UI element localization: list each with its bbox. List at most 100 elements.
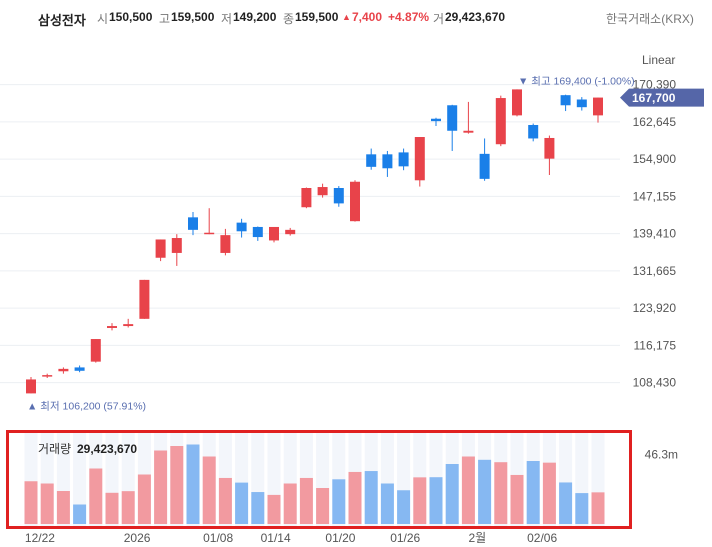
high-label: 고 — [159, 12, 171, 26]
candle — [528, 123, 539, 142]
y-tick-label: 123,920 — [633, 301, 677, 315]
volume-bar — [380, 483, 394, 524]
low-annotation: ▲ 최저 106,200 (57.91%) — [27, 400, 146, 412]
volume-axis-label: 46.3m — [645, 448, 678, 462]
volume-bar — [202, 456, 216, 524]
candle-body — [42, 375, 53, 377]
candle — [463, 101, 474, 134]
candle — [107, 323, 117, 331]
candle — [512, 89, 522, 117]
candle-body — [560, 95, 571, 106]
y-tick-label: 131,665 — [633, 264, 677, 278]
y-tick-label: 108,430 — [633, 376, 677, 390]
candle — [398, 148, 409, 171]
price-grid — [0, 84, 620, 384]
candle-body — [123, 324, 134, 327]
candle-body — [447, 105, 458, 131]
candle-body — [479, 153, 490, 179]
current-price-tag: 167,700 — [620, 88, 704, 107]
candle-body — [317, 187, 328, 196]
stock-name: 삼성전자 — [38, 13, 86, 28]
volume-bar — [73, 504, 87, 524]
candle-body — [188, 217, 198, 230]
volume-bar — [559, 482, 573, 524]
volume-column-stripe — [73, 431, 87, 527]
candle — [495, 95, 506, 147]
low-value: 149,200 — [233, 10, 277, 24]
candle-body — [333, 188, 344, 204]
candle — [350, 180, 360, 222]
y-tick-label: 116,175 — [634, 338, 677, 352]
change-up-arrow: ▲ — [342, 12, 351, 22]
high-annotation: ▼ 최고 169,400 (-1.00%) — [518, 75, 635, 87]
candle-body — [58, 368, 69, 372]
volume-bar — [478, 459, 492, 524]
price-summary-header: 삼성전자 시 150,500 고 159,500 저 149,200 종 159… — [0, 10, 712, 30]
y-tick-label: 170,390 — [633, 78, 677, 92]
volume-bar — [137, 474, 151, 524]
candles — [26, 89, 603, 394]
candle-body — [107, 326, 117, 328]
volume-bar — [154, 450, 168, 524]
candle — [560, 94, 571, 112]
candle — [155, 239, 166, 262]
candle — [301, 187, 312, 209]
x-tick-label: 01/20 — [325, 531, 355, 545]
candle-body — [139, 279, 150, 319]
candle-body — [544, 137, 555, 159]
candle-body — [382, 154, 393, 169]
candle — [26, 377, 36, 394]
candle — [593, 97, 603, 123]
volume-bar — [364, 471, 378, 524]
change-absolute: 7,400 — [352, 10, 383, 24]
candle-body — [398, 152, 409, 167]
exchange-name: 한국거래소(KRX) — [606, 12, 694, 26]
candle-body — [236, 222, 247, 232]
scale-toggle-button[interactable]: Linear — [642, 53, 676, 67]
volume-bar — [105, 492, 119, 524]
volume-bar — [591, 492, 605, 524]
volume-bar — [218, 477, 232, 524]
volume-value: 29,423,670 — [77, 442, 137, 456]
candle — [382, 150, 393, 177]
candle-body — [431, 118, 441, 122]
candle-body — [414, 137, 425, 181]
open-value: 150,500 — [109, 10, 153, 24]
candle — [544, 135, 555, 176]
candle-body — [74, 367, 85, 371]
close-value: 159,500 — [295, 10, 339, 24]
candle-body — [171, 238, 182, 253]
volume-header-value: 29,423,670 — [445, 10, 506, 24]
volume-bar — [186, 444, 200, 524]
candle-body — [90, 339, 101, 362]
volume-bar — [283, 483, 297, 524]
candle-body — [593, 97, 603, 116]
y-axis-ticks: 170,390 162,645 154,900 147,155 139,410 131,6… — [633, 78, 677, 390]
candle — [479, 138, 490, 181]
y-tick-label: 154,900 — [633, 152, 677, 166]
candle — [58, 367, 69, 374]
candle — [74, 365, 85, 373]
current-price-tag-shape — [620, 88, 704, 107]
candle — [204, 208, 215, 235]
open-label: 시 — [97, 12, 109, 26]
candle-body — [366, 154, 377, 167]
candle — [236, 218, 247, 238]
volume-bar — [445, 464, 459, 524]
candle-body — [512, 89, 522, 116]
volume-bar — [332, 479, 346, 524]
candle-body — [495, 98, 506, 145]
candle — [431, 117, 441, 126]
x-tick-label: 01/26 — [390, 531, 420, 545]
candle-body — [26, 379, 36, 394]
low-label: 저 — [221, 12, 233, 26]
candle — [42, 373, 53, 378]
volume-bar — [494, 462, 508, 524]
candle — [333, 186, 344, 207]
x-tick-label: 2026 — [124, 531, 151, 545]
candle — [285, 227, 296, 236]
volume-highlight-box — [6, 430, 632, 529]
x-tick-label: 2월 — [468, 531, 486, 545]
